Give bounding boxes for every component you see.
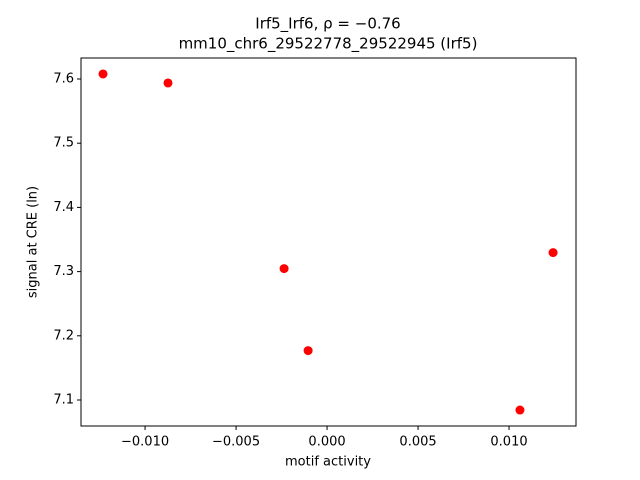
x-tick-label: 0.000 xyxy=(308,435,345,450)
y-tick-label: 7.6 xyxy=(53,71,74,86)
point xyxy=(98,69,108,79)
y-tick-label: 7.5 xyxy=(53,136,74,151)
x-axis-label: motif activity xyxy=(285,455,371,470)
y-axis-label: signal at CRE (ln) xyxy=(26,186,41,298)
y-tick-label: 7.3 xyxy=(53,264,74,279)
plot-frame xyxy=(80,57,577,427)
point xyxy=(515,405,525,415)
x-tick-label: −0.005 xyxy=(212,435,260,450)
y-tick-label: 7.1 xyxy=(53,392,74,407)
chart-subtitle: mm10_chr6_29522778_29522945 (Irf5) xyxy=(179,35,478,54)
y-tick-label: 7.2 xyxy=(53,328,74,343)
x-tick-label: 0.005 xyxy=(399,435,436,450)
point xyxy=(279,264,289,274)
x-tick-label: 0.010 xyxy=(490,435,527,450)
point xyxy=(548,248,558,258)
point xyxy=(303,346,313,356)
y-tick-label: 7.4 xyxy=(53,200,74,215)
chart-title: Irf5_Irf6, ρ = −0.76 xyxy=(255,15,400,34)
point xyxy=(163,78,173,88)
x-tick-label: −0.010 xyxy=(121,435,169,450)
